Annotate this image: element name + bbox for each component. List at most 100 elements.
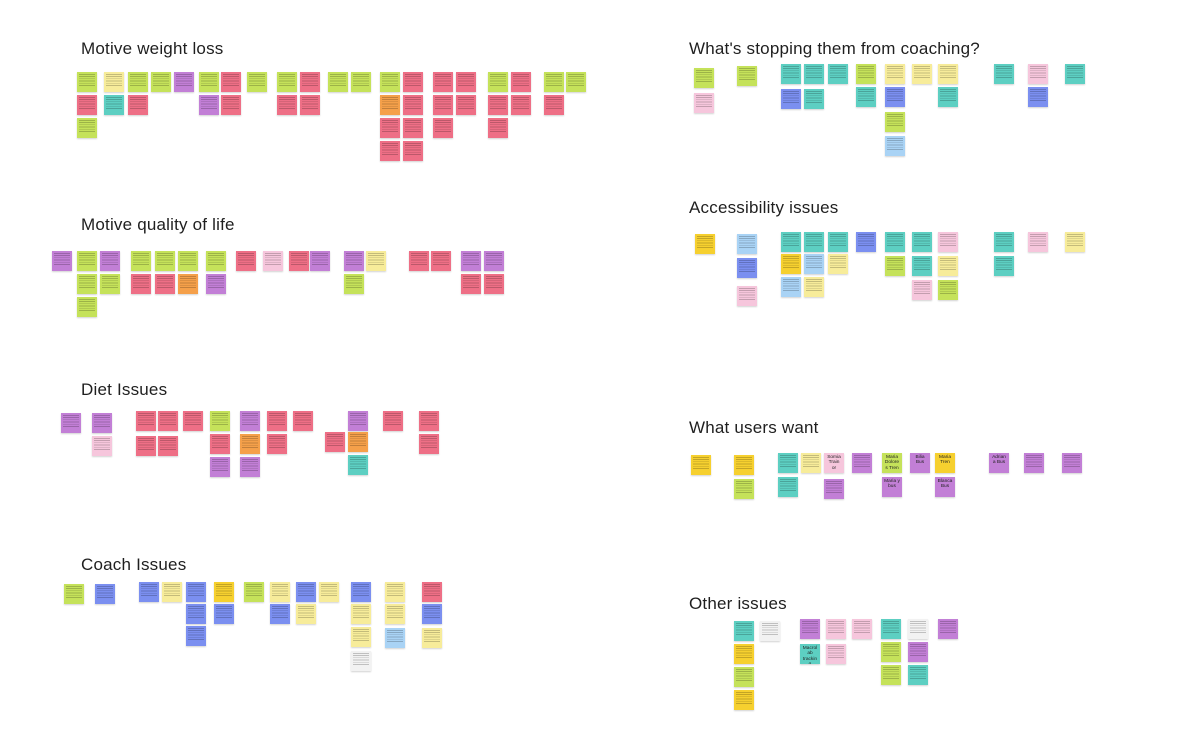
sticky-note[interactable]	[277, 95, 297, 115]
sticky-note[interactable]	[380, 95, 400, 115]
sticky-note[interactable]	[52, 251, 72, 271]
sticky-note[interactable]	[461, 251, 481, 271]
sticky-note[interactable]	[852, 453, 872, 473]
sticky-note[interactable]	[351, 72, 371, 92]
sticky-note[interactable]: Somia Train or	[824, 453, 844, 473]
sticky-note[interactable]	[100, 274, 120, 294]
sticky-note[interactable]	[801, 453, 821, 473]
sticky-note[interactable]	[310, 251, 330, 271]
sticky-note[interactable]: Blanca Bus	[935, 477, 955, 497]
sticky-note[interactable]	[348, 455, 368, 475]
sticky-note[interactable]	[162, 582, 182, 602]
sticky-note[interactable]	[199, 95, 219, 115]
sticky-note[interactable]	[214, 604, 234, 624]
sticky-note[interactable]	[804, 232, 824, 252]
sticky-note[interactable]	[319, 582, 339, 602]
sticky-note[interactable]	[77, 251, 97, 271]
sticky-note[interactable]	[409, 251, 429, 271]
sticky-note[interactable]	[236, 251, 256, 271]
sticky-note[interactable]	[781, 64, 801, 84]
sticky-note[interactable]	[734, 479, 754, 499]
sticky-note[interactable]	[104, 95, 124, 115]
sticky-note[interactable]	[300, 72, 320, 92]
sticky-note[interactable]	[270, 604, 290, 624]
sticky-note[interactable]	[734, 690, 754, 710]
sticky-note[interactable]	[240, 411, 260, 431]
sticky-note[interactable]	[325, 432, 345, 452]
sticky-note[interactable]	[881, 619, 901, 639]
sticky-note[interactable]	[158, 436, 178, 456]
sticky-note[interactable]	[422, 582, 442, 602]
sticky-note[interactable]	[92, 436, 112, 456]
sticky-note[interactable]	[300, 95, 320, 115]
sticky-note[interactable]	[61, 413, 81, 433]
sticky-note[interactable]	[800, 619, 820, 639]
sticky-note[interactable]	[100, 251, 120, 271]
sticky-note[interactable]	[380, 141, 400, 161]
sticky-note[interactable]	[210, 411, 230, 431]
sticky-note[interactable]	[267, 434, 287, 454]
sticky-note[interactable]	[380, 118, 400, 138]
sticky-note[interactable]	[456, 72, 476, 92]
sticky-note[interactable]	[186, 582, 206, 602]
sticky-note[interactable]	[885, 64, 905, 84]
sticky-note[interactable]	[544, 95, 564, 115]
sticky-note[interactable]	[912, 280, 932, 300]
sticky-note[interactable]	[566, 72, 586, 92]
sticky-note[interactable]	[221, 95, 241, 115]
sticky-note[interactable]	[885, 112, 905, 132]
sticky-note[interactable]	[737, 234, 757, 254]
sticky-note[interactable]	[456, 95, 476, 115]
sticky-note[interactable]	[511, 72, 531, 92]
sticky-note[interactable]	[240, 457, 260, 477]
sticky-note[interactable]	[267, 411, 287, 431]
sticky-note[interactable]	[136, 436, 156, 456]
sticky-note[interactable]	[694, 93, 714, 113]
sticky-note[interactable]	[488, 72, 508, 92]
sticky-note[interactable]	[781, 277, 801, 297]
sticky-note[interactable]	[351, 627, 371, 647]
sticky-note[interactable]	[737, 66, 757, 86]
sticky-note[interactable]: Maria Dolores Tren	[882, 453, 902, 473]
sticky-note[interactable]	[691, 455, 711, 475]
sticky-note[interactable]	[484, 251, 504, 271]
sticky-note[interactable]	[544, 72, 564, 92]
sticky-note[interactable]	[344, 274, 364, 294]
sticky-note[interactable]	[128, 95, 148, 115]
sticky-note[interactable]	[403, 72, 423, 92]
sticky-note[interactable]	[1065, 64, 1085, 84]
sticky-note[interactable]	[912, 64, 932, 84]
sticky-note[interactable]	[206, 274, 226, 294]
sticky-note[interactable]	[155, 251, 175, 271]
sticky-note[interactable]	[828, 232, 848, 252]
sticky-note[interactable]	[247, 72, 267, 92]
sticky-note[interactable]	[828, 254, 848, 274]
sticky-note[interactable]	[433, 118, 453, 138]
sticky-note[interactable]	[270, 582, 290, 602]
sticky-note[interactable]	[994, 64, 1014, 84]
sticky-note[interactable]	[351, 651, 371, 671]
sticky-note[interactable]	[1028, 64, 1048, 84]
sticky-note[interactable]	[908, 665, 928, 685]
sticky-note[interactable]	[938, 64, 958, 84]
sticky-note[interactable]	[366, 251, 386, 271]
sticky-note[interactable]	[328, 72, 348, 92]
sticky-note[interactable]	[804, 89, 824, 109]
sticky-note[interactable]	[938, 619, 958, 639]
sticky-note[interactable]	[174, 72, 194, 92]
sticky-note[interactable]	[737, 286, 757, 306]
sticky-note[interactable]	[734, 644, 754, 664]
sticky-note[interactable]	[240, 434, 260, 454]
sticky-note[interactable]	[348, 411, 368, 431]
sticky-note[interactable]	[1062, 453, 1082, 473]
sticky-note[interactable]	[804, 254, 824, 274]
sticky-note[interactable]	[136, 411, 156, 431]
sticky-note[interactable]	[348, 432, 368, 452]
sticky-note[interactable]	[92, 413, 112, 433]
sticky-note[interactable]	[695, 234, 715, 254]
sticky-note[interactable]	[511, 95, 531, 115]
sticky-note[interactable]	[431, 251, 451, 271]
sticky-note[interactable]	[938, 232, 958, 252]
sticky-note[interactable]	[296, 604, 316, 624]
sticky-note[interactable]	[155, 274, 175, 294]
